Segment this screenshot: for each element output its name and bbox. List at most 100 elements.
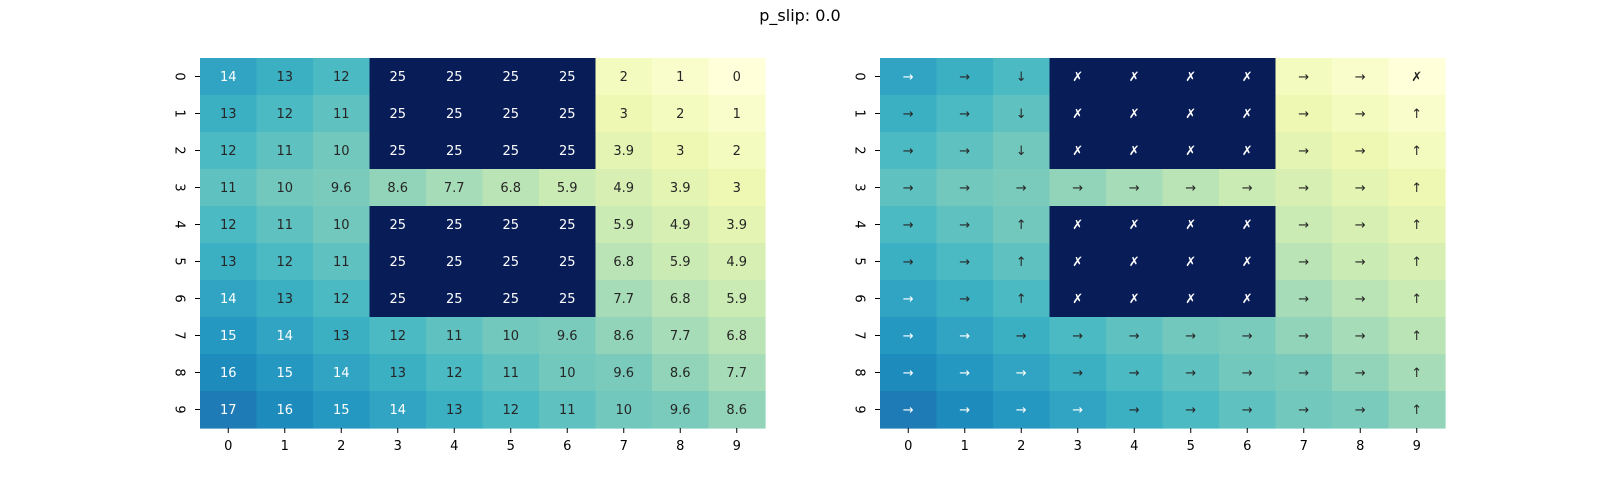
value-cell-label: 12 bbox=[333, 70, 350, 85]
x-tick-label: 4 bbox=[1130, 439, 1138, 454]
heatmap-cell bbox=[880, 243, 938, 281]
heatmap-cell bbox=[1275, 317, 1333, 355]
policy-cell-label: ✗ bbox=[1185, 144, 1196, 159]
heatmap-cell bbox=[1332, 206, 1390, 244]
value-cell-label: 3 bbox=[676, 144, 684, 159]
policy-cell-label: → bbox=[1355, 70, 1366, 85]
heatmap-cell bbox=[369, 132, 427, 170]
value-cell-label: 11 bbox=[276, 218, 293, 233]
value-cell-label: 9.6 bbox=[670, 403, 691, 418]
heatmap-cell bbox=[482, 58, 540, 96]
policy-cell-label: → bbox=[1242, 329, 1253, 344]
x-tick-label: 3 bbox=[394, 439, 402, 454]
heatmap-cell bbox=[539, 132, 597, 170]
value-cell-label: 25 bbox=[559, 107, 576, 122]
value-cell-label: 2 bbox=[733, 144, 741, 159]
value-cell-label: 25 bbox=[502, 292, 519, 307]
value-cell-label: 14 bbox=[389, 403, 406, 418]
value-cell-label: 8.6 bbox=[726, 403, 747, 418]
policy-cell-label: ✗ bbox=[1129, 144, 1140, 159]
heatmap-cell bbox=[936, 243, 994, 281]
x-tick-label: 0 bbox=[904, 439, 912, 454]
policy-cell-label: → bbox=[959, 70, 970, 85]
heatmap-cell bbox=[1106, 391, 1164, 429]
policy-cell-label: → bbox=[959, 292, 970, 307]
value-cell-label: 3 bbox=[620, 107, 628, 122]
value-cell-label: 12 bbox=[502, 403, 519, 418]
value-cell-label: 3.9 bbox=[726, 218, 747, 233]
value-cell-label: 6.8 bbox=[670, 292, 691, 307]
policy-cell-label: → bbox=[1355, 329, 1366, 344]
value-cell-label: 1 bbox=[733, 107, 741, 122]
heatmap-cell bbox=[1106, 354, 1164, 392]
heatmap-cell bbox=[1388, 354, 1446, 392]
heatmap-cell bbox=[1106, 280, 1164, 318]
policy-cell-label: → bbox=[903, 255, 914, 270]
policy-cell-label: ↓ bbox=[1016, 70, 1027, 85]
policy-cell-label: ↓ bbox=[1016, 107, 1027, 122]
heatmap-cell bbox=[595, 206, 653, 244]
heatmap-cell bbox=[313, 317, 371, 355]
heatmap-cell bbox=[708, 317, 766, 355]
heatmap-cell bbox=[652, 95, 710, 133]
heatmap-cell bbox=[936, 206, 994, 244]
heatmap-cell bbox=[1162, 95, 1220, 133]
heatmap-cell bbox=[369, 280, 427, 318]
policy-cell-label: → bbox=[903, 107, 914, 122]
value-cell-label: 8.6 bbox=[670, 366, 691, 381]
value-cell-label: 12 bbox=[333, 292, 350, 307]
heatmap-cell bbox=[1388, 206, 1446, 244]
policy-cell-label: → bbox=[1129, 329, 1140, 344]
heatmap-cell bbox=[1219, 280, 1277, 318]
heatmap-cell bbox=[313, 58, 371, 96]
policy-cell-label: → bbox=[1242, 181, 1253, 196]
x-tick-label: 9 bbox=[1413, 439, 1421, 454]
value-cell-label: 12 bbox=[276, 255, 293, 270]
heatmap-cell bbox=[1162, 354, 1220, 392]
policy-cell-label: ✗ bbox=[1411, 70, 1422, 85]
policy-cell-label: → bbox=[959, 218, 970, 233]
y-tick-label: 2 bbox=[172, 146, 187, 154]
policy-cell-label: → bbox=[903, 181, 914, 196]
y-tick-label: 7 bbox=[172, 331, 187, 339]
policy-cell-label: ↑ bbox=[1411, 292, 1422, 307]
policy-cell-label: ✗ bbox=[1185, 107, 1196, 122]
value-cell-label: 11 bbox=[333, 107, 350, 122]
heatmap-cell bbox=[256, 354, 314, 392]
value-cell-label: 12 bbox=[220, 144, 237, 159]
x-tick-label: 1 bbox=[961, 439, 969, 454]
heatmap-cell bbox=[880, 317, 938, 355]
heatmap-cell bbox=[1332, 169, 1390, 207]
heatmap-cell bbox=[1219, 95, 1277, 133]
value-cell-label: 12 bbox=[389, 329, 406, 344]
heatmap-cell bbox=[1106, 206, 1164, 244]
y-tick-label: 0 bbox=[852, 72, 867, 80]
value-cell-label: 2 bbox=[676, 107, 684, 122]
policy-cell-label: → bbox=[1016, 403, 1027, 418]
heatmap-cell bbox=[1106, 169, 1164, 207]
heatmap-cell bbox=[1219, 169, 1277, 207]
policy-cell-label: → bbox=[1016, 366, 1027, 381]
value-cell-label: 25 bbox=[502, 107, 519, 122]
value-cell-label: 11 bbox=[502, 366, 519, 381]
heatmap-cell bbox=[993, 243, 1051, 281]
policy-cell-label: ✗ bbox=[1242, 218, 1253, 233]
heatmap-cell bbox=[880, 95, 938, 133]
heatmap-cell bbox=[708, 354, 766, 392]
heatmap-cell bbox=[313, 132, 371, 170]
heatmap-cell bbox=[936, 391, 994, 429]
heatmap-cell bbox=[1275, 169, 1333, 207]
heatmap-cell bbox=[369, 243, 427, 281]
policy-cell-label: → bbox=[903, 292, 914, 307]
value-cell-label: 7.7 bbox=[444, 181, 465, 196]
heatmap-cell bbox=[1275, 206, 1333, 244]
policy-cell-label: ✗ bbox=[1129, 107, 1140, 122]
x-tick-label: 8 bbox=[1356, 439, 1364, 454]
value-cell-label: 16 bbox=[220, 366, 237, 381]
policy-cell-label: → bbox=[1185, 181, 1196, 196]
value-cell-label: 25 bbox=[502, 144, 519, 159]
heatmap-cell bbox=[1106, 243, 1164, 281]
heatmap-cell bbox=[313, 354, 371, 392]
value-cell-label: 15 bbox=[220, 329, 237, 344]
policy-cell-label: ✗ bbox=[1242, 292, 1253, 307]
